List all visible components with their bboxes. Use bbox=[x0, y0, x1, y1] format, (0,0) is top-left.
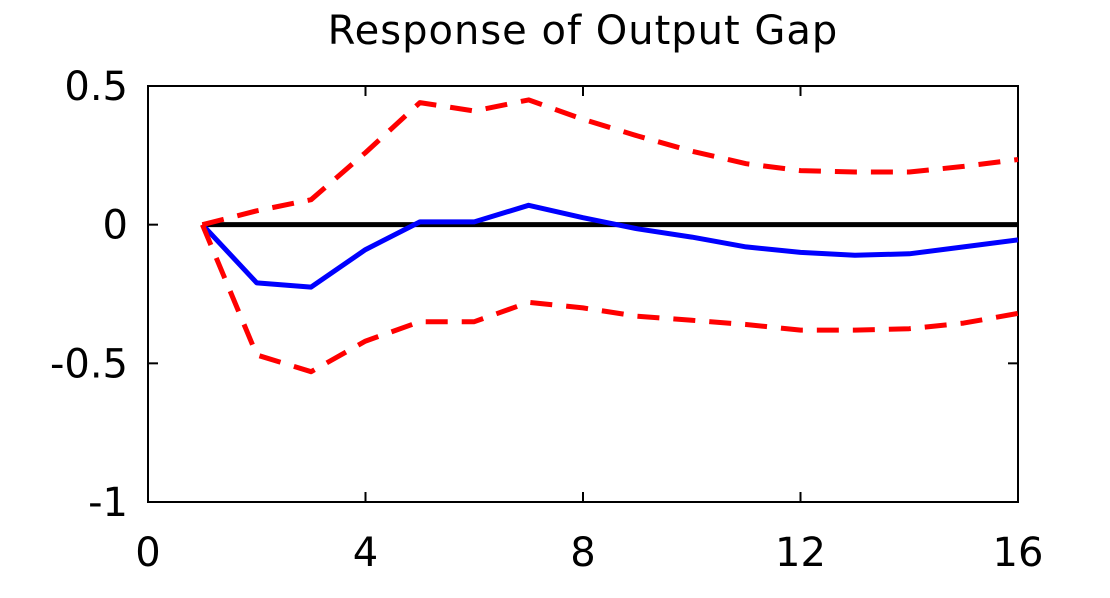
series-group bbox=[200, 97, 1019, 375]
axis-ticks bbox=[147, 85, 1019, 503]
y-tick-labels: 0.5 0 -0.5 -1 bbox=[50, 64, 128, 526]
plot-frame bbox=[147, 85, 1019, 503]
y-tick-label: 0 bbox=[103, 203, 128, 249]
upper-band-line bbox=[201, 97, 1019, 228]
x-tick-labels: 0 4 8 12 16 bbox=[135, 530, 1043, 576]
x-tick-label: 16 bbox=[993, 530, 1044, 576]
y-tick-label: -1 bbox=[88, 480, 128, 526]
response-line bbox=[200, 202, 1019, 290]
chart-title: Response of Output Gap bbox=[327, 8, 839, 54]
x-tick-label: 12 bbox=[775, 530, 826, 576]
x-tick-label: 0 bbox=[135, 530, 160, 576]
y-tick-label: 0.5 bbox=[64, 64, 128, 110]
x-tick-label: 4 bbox=[353, 530, 378, 576]
x-tick-label: 8 bbox=[570, 530, 595, 576]
lower-band-line bbox=[200, 223, 1019, 375]
plot-area bbox=[147, 85, 1019, 503]
y-tick-label: -0.5 bbox=[50, 341, 128, 387]
